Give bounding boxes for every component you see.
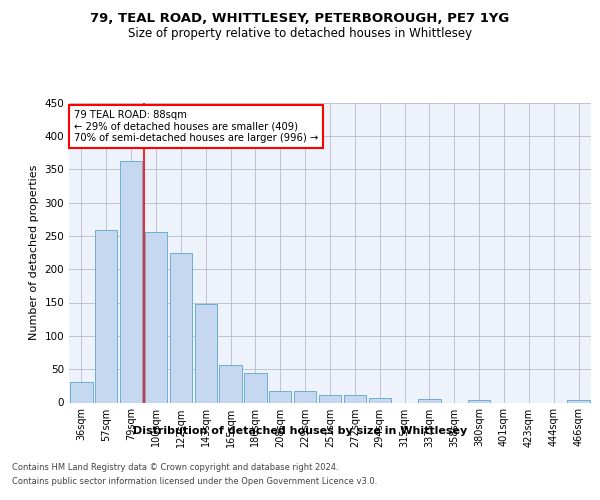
Bar — [568, 400, 590, 402]
Text: 79 TEAL ROAD: 88sqm
← 29% of detached houses are smaller (409)
70% of semi-detac: 79 TEAL ROAD: 88sqm ← 29% of detached ho… — [74, 110, 319, 143]
Text: Contains public sector information licensed under the Open Government Licence v3: Contains public sector information licen… — [12, 478, 377, 486]
Bar — [95, 230, 118, 402]
Bar — [294, 390, 316, 402]
Bar — [319, 395, 341, 402]
Bar — [344, 395, 366, 402]
Bar — [145, 232, 167, 402]
Bar — [418, 398, 440, 402]
Bar — [468, 400, 490, 402]
Bar — [170, 252, 192, 402]
Bar — [70, 382, 92, 402]
Bar — [220, 364, 242, 403]
Text: 79, TEAL ROAD, WHITTLESEY, PETERBOROUGH, PE7 1YG: 79, TEAL ROAD, WHITTLESEY, PETERBOROUGH,… — [91, 12, 509, 26]
Bar — [269, 390, 292, 402]
Bar — [368, 398, 391, 402]
Bar — [244, 372, 266, 402]
Bar — [120, 160, 142, 402]
Text: Contains HM Land Registry data © Crown copyright and database right 2024.: Contains HM Land Registry data © Crown c… — [12, 462, 338, 471]
Text: Distribution of detached houses by size in Whittlesey: Distribution of detached houses by size … — [133, 426, 467, 436]
Bar — [194, 304, 217, 402]
Y-axis label: Number of detached properties: Number of detached properties — [29, 165, 39, 340]
Text: Size of property relative to detached houses in Whittlesey: Size of property relative to detached ho… — [128, 28, 472, 40]
